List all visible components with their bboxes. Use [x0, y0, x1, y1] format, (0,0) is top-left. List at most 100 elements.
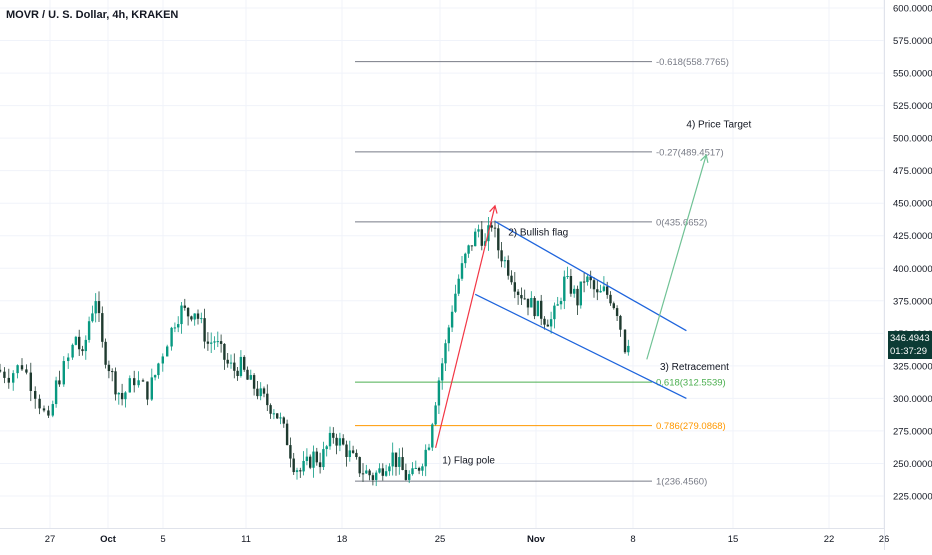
candle-body [516, 291, 520, 295]
candle-body [328, 432, 332, 447]
x-tick-label: Nov [527, 534, 546, 545]
candle-body [243, 356, 246, 370]
candle-body [623, 329, 627, 353]
candle-body [513, 282, 516, 292]
candle-body [42, 408, 46, 411]
candle-body [427, 447, 431, 450]
candle-body [193, 313, 196, 320]
candle-body [477, 229, 480, 232]
candle-body [309, 456, 312, 468]
candle-body [414, 467, 417, 469]
candle-body [358, 457, 361, 474]
y-tick-label: 325.0000 [893, 361, 932, 372]
y-tick-label: 550.0000 [893, 69, 932, 80]
last-price-value: 346.4943 [890, 333, 930, 344]
x-tick-label: Oct [100, 534, 117, 545]
y-tick-label: 275.0000 [893, 426, 932, 437]
candle-body [203, 318, 206, 342]
candle-body [117, 392, 120, 395]
candle-body [510, 275, 513, 283]
candle-body [216, 341, 219, 343]
candle-body [365, 470, 368, 474]
candle-body [503, 260, 507, 262]
candle-body [612, 303, 615, 309]
candle-body [266, 393, 269, 406]
candle-body [606, 286, 609, 295]
candle-body [609, 294, 612, 304]
candle-body [566, 276, 569, 278]
candle-body [536, 300, 540, 317]
candle-body [299, 470, 302, 472]
candle-body [457, 278, 460, 294]
candle-body [335, 437, 338, 446]
candle-body [81, 349, 84, 352]
candle-body [342, 438, 345, 445]
x-tick-label: 15 [728, 534, 739, 545]
candle-body [592, 280, 596, 290]
candle-body [338, 438, 342, 446]
candle-body [368, 470, 371, 476]
candle-body [0, 369, 2, 372]
candle-body [236, 370, 239, 376]
candle-body [589, 276, 592, 281]
candle-body [345, 444, 348, 457]
candle-body [351, 450, 355, 453]
candle-body [569, 276, 573, 294]
y-tick-label: 600.0000 [893, 4, 932, 15]
candle-body [166, 346, 169, 357]
candle-body [431, 424, 434, 448]
candle-body [530, 297, 533, 308]
x-tick-label: 5 [160, 534, 165, 545]
fib-level-label: 0(435.6652) [656, 217, 707, 228]
candle-body [417, 467, 421, 471]
candle-body [546, 324, 549, 327]
candle-body [196, 313, 200, 319]
annotation-label: 2) Bullish flag [508, 228, 568, 239]
candle-body [388, 466, 391, 472]
candle-body [124, 392, 127, 400]
candle-body [500, 250, 503, 262]
flag-channel-lower [474, 293, 687, 399]
candle-body [398, 457, 401, 467]
candle-body [206, 341, 210, 344]
fib-level-label: 1(236.4560) [656, 477, 707, 488]
candle-body [615, 308, 619, 316]
candle-body [114, 371, 117, 395]
candle-body [559, 301, 563, 305]
candle-body [375, 472, 378, 480]
candle-body [586, 276, 589, 283]
candle-body [553, 305, 556, 320]
candle-body [325, 446, 328, 450]
candle-body [3, 371, 6, 378]
y-tick-label: 450.0000 [893, 199, 932, 210]
annotation-label: 4) Price Target [686, 120, 751, 131]
candle-body [305, 456, 309, 461]
candle-body [408, 474, 411, 480]
candle-body [239, 356, 243, 376]
candle-body [259, 388, 262, 397]
countdown-value: 01:37:29 [890, 346, 927, 357]
candle-body [318, 462, 322, 468]
candle-body [146, 381, 149, 400]
x-tick-label: 8 [630, 534, 635, 545]
candle-body [450, 311, 454, 328]
candle-body [332, 432, 335, 438]
candle-body [391, 452, 394, 467]
candle-body [177, 324, 180, 328]
fib-level-label: 0.786(279.0868) [656, 421, 726, 432]
candle-body [16, 365, 19, 374]
candle-body [213, 341, 216, 343]
x-tick-label: 22 [824, 534, 835, 545]
candle-body [602, 286, 606, 291]
candle-body [596, 289, 599, 293]
x-tick-label: 18 [337, 534, 348, 545]
candle-body [186, 307, 190, 317]
candle-body [381, 468, 384, 476]
candle-body [576, 288, 579, 306]
candle-body [51, 404, 54, 416]
candle-body [556, 304, 559, 306]
candle-body [470, 245, 474, 247]
candle-body [223, 343, 226, 360]
